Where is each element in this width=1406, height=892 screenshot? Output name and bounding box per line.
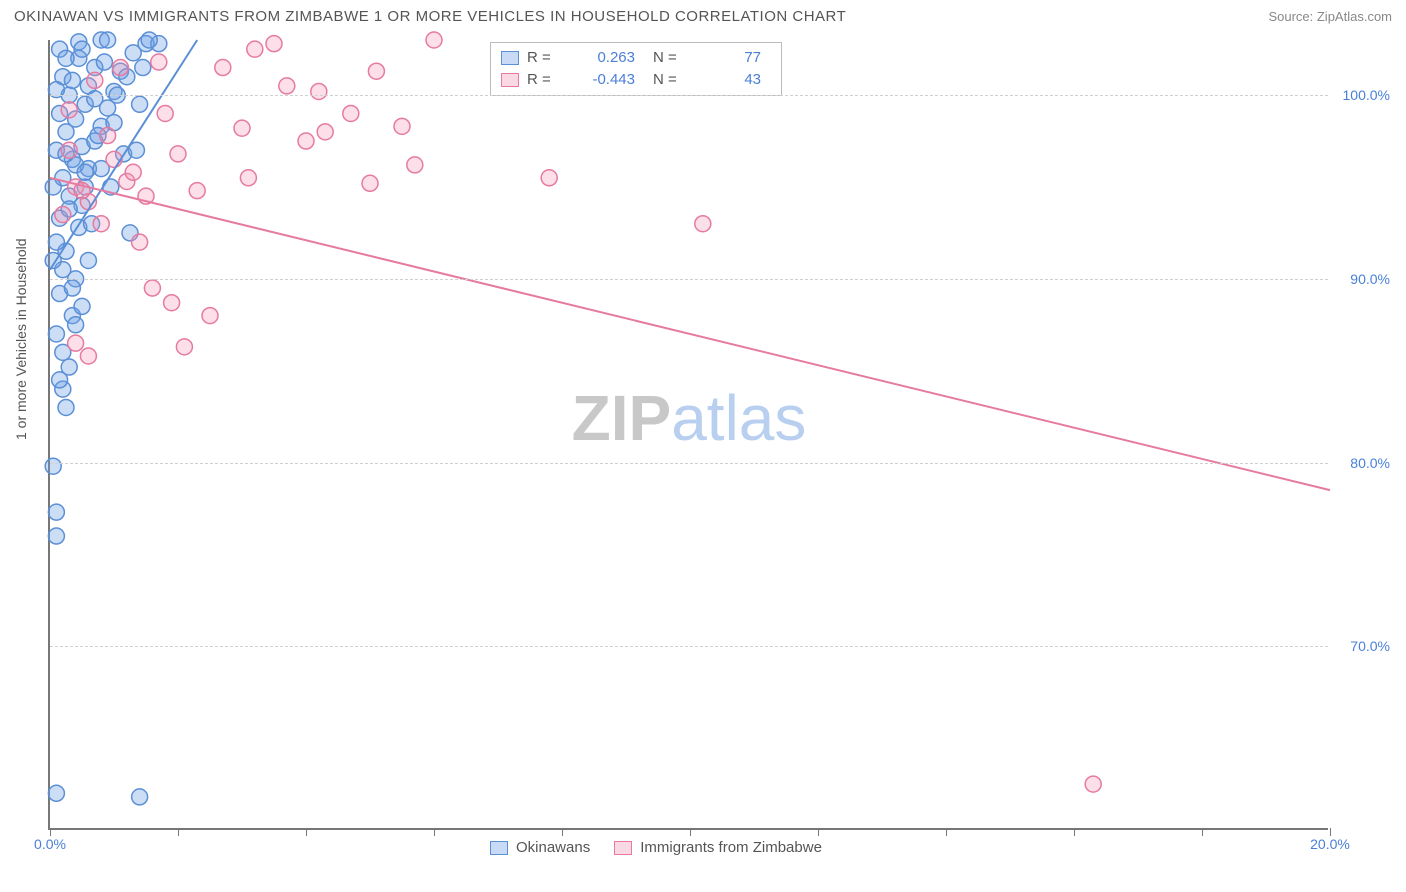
legend-label: Immigrants from Zimbabwe	[640, 839, 822, 856]
plot-area: ZIPatlas R = 0.263 N = 77 R = -0.443 N =…	[48, 40, 1328, 830]
swatch-pink-icon	[614, 841, 632, 855]
chart-header: OKINAWAN VS IMMIGRANTS FROM ZIMBABWE 1 O…	[0, 0, 1406, 29]
swatch-blue-icon	[490, 841, 508, 855]
series-legend: Okinawans Immigrants from Zimbabwe	[490, 839, 822, 856]
legend-label: Okinawans	[516, 839, 590, 856]
chart-container: 1 or more Vehicles in Household ZIPatlas…	[48, 40, 1388, 840]
legend-item-okinawans: Okinawans	[490, 839, 590, 856]
y-axis-label: 1 or more Vehicles in Household	[13, 238, 29, 440]
legend-item-zimbabwe: Immigrants from Zimbabwe	[614, 839, 822, 856]
source-label: Source: ZipAtlas.com	[1268, 9, 1392, 24]
chart-title: OKINAWAN VS IMMIGRANTS FROM ZIMBABWE 1 O…	[14, 8, 846, 25]
scatter-svg	[50, 40, 1328, 828]
